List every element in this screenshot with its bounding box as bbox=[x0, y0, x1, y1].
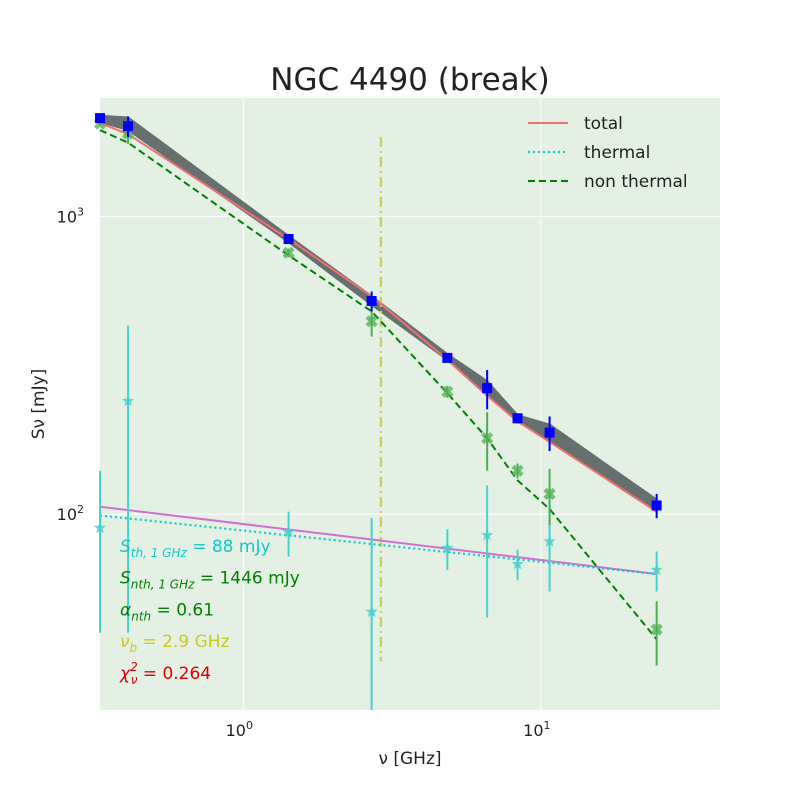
observed-point bbox=[123, 121, 134, 132]
nonthermal-point bbox=[543, 487, 556, 501]
x-tick-label: 101 bbox=[523, 719, 550, 740]
annotation-0: Sth, 1 GHz = 88 mJy bbox=[120, 537, 271, 560]
nonthermal-point bbox=[282, 246, 295, 259]
total-thermal-line bbox=[99, 505, 657, 575]
observed-point bbox=[544, 427, 555, 438]
fit-annotations: Sth, 1 GHz = 88 mJy Snth, 1 GHz = 1446 mJ… bbox=[119, 537, 300, 687]
y-tick-label: 102 bbox=[57, 503, 84, 524]
legend-label-non-thermal: non thermal bbox=[584, 172, 688, 192]
observed-point bbox=[442, 352, 453, 363]
chart-title: NGC 4490 (break) bbox=[270, 62, 549, 98]
legend-label-total: total bbox=[584, 114, 623, 134]
thermal-point bbox=[282, 525, 295, 538]
y-tick-label: 103 bbox=[57, 205, 84, 226]
observed-point bbox=[366, 296, 377, 307]
y-tick-labels: 102 103 bbox=[57, 205, 84, 524]
cross-stroke bbox=[282, 246, 295, 259]
observed-point bbox=[283, 234, 294, 245]
nonthermal-point bbox=[365, 315, 378, 328]
y-axis-label: Sν [mJy] bbox=[29, 369, 49, 440]
annotation-3: νb = 2.9 GHz bbox=[120, 632, 230, 655]
cross-stroke bbox=[511, 464, 524, 477]
thermal-point bbox=[650, 563, 663, 576]
data-points bbox=[93, 113, 663, 710]
thermal-point bbox=[365, 605, 378, 618]
grid-lines bbox=[100, 98, 720, 710]
nonthermal-point bbox=[481, 432, 494, 445]
annotation-2: αnth = 0.61 bbox=[120, 600, 214, 623]
x-tick-labels: 100 101 bbox=[226, 719, 551, 740]
thermal-point bbox=[481, 528, 494, 541]
legend-label-thermal: thermal bbox=[584, 143, 650, 163]
thermal-point bbox=[543, 535, 556, 547]
nonthermal-point bbox=[441, 385, 454, 398]
plot-area bbox=[100, 98, 720, 710]
observed-point bbox=[95, 113, 105, 124]
annotation-1: Snth, 1 GHz = 1446 mJy bbox=[120, 569, 300, 592]
x-tick-label: 100 bbox=[226, 719, 253, 740]
annotation-4: χ2 ν = 0.264 bbox=[119, 660, 211, 687]
cross-stroke bbox=[481, 432, 494, 445]
thermal-point bbox=[121, 394, 135, 407]
nonthermal-point bbox=[650, 623, 663, 636]
observed-point bbox=[512, 413, 523, 424]
thermal-point bbox=[511, 557, 524, 570]
nonthermal-point bbox=[511, 464, 524, 477]
cross-stroke bbox=[365, 315, 378, 328]
cross-stroke bbox=[441, 385, 454, 398]
legend: total thermal non thermal bbox=[528, 114, 688, 192]
series-line-thermal bbox=[99, 514, 657, 576]
observed-point bbox=[482, 383, 493, 394]
x-axis-label: ν [GHz] bbox=[378, 749, 441, 769]
cross-stroke bbox=[650, 623, 663, 636]
cross-stroke bbox=[543, 487, 556, 501]
thermal-point bbox=[93, 521, 107, 534]
thermal-point bbox=[441, 541, 454, 554]
observed-point bbox=[651, 500, 662, 511]
